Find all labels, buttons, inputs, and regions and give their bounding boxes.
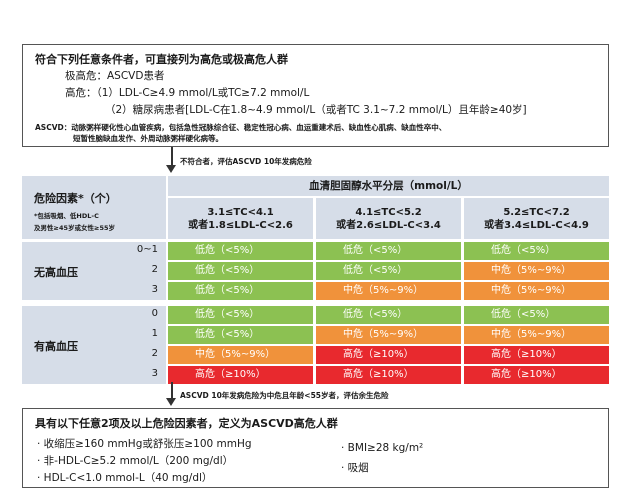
risk-factor-title: 危险因素*（个） xyxy=(34,192,117,205)
ascvd-definition-line-1: ASCVD：动脉粥样硬化性心血管疾病，包括急性冠脉综合征、稳定性冠心病、血运重建… xyxy=(35,123,447,132)
cholesterol-column-header: 4.1≤TC<5.2 或者2.6≤LDL-C<3.4 xyxy=(316,198,461,239)
risk-level-cell: 低危（<5%） xyxy=(464,242,609,260)
risk-factor-item: · HDL-C<1.0 mmol-L（40 mg/dl） xyxy=(37,472,213,484)
risk-factor-item: · 收缩压≥160 mmHg或舒张压≥100 mmHg xyxy=(37,438,252,450)
column-tc-range: 4.1≤TC<5.2 xyxy=(355,207,422,218)
risk-factor-note-2: 及男性≥45岁或女性≥55岁 xyxy=(34,224,115,232)
column-tc-range: 5.2≤TC<7.2 xyxy=(503,207,570,218)
hypertension-group-label: 无高血压 xyxy=(34,266,78,279)
cholesterol-header: 血清胆固醇水平分层（mmol/L） xyxy=(168,176,609,196)
risk-factor-header: 危险因素*（个） *包括吸烟、低HDL-C 及男性≥45岁或女性≥55岁 xyxy=(22,176,166,239)
risk-level-cell: 低危（<5%） xyxy=(316,306,461,324)
risk-stratification-table: 危险因素*（个） *包括吸烟、低HDL-C 及男性≥45岁或女性≥55岁 血清胆… xyxy=(22,176,609,384)
arrow-1-label: 不符合者，评估ASCVD 10年发病危险 xyxy=(180,157,312,166)
risk-level-cell: 高危（≥10%） xyxy=(464,346,609,364)
risk-level-cell: 高危（≥10%） xyxy=(464,366,609,384)
column-ldl-range: 或者1.8≤LDL-C<2.6 xyxy=(188,220,293,231)
risk-level-cell: 中危（5%~9%） xyxy=(168,346,313,364)
arrow-down-icon xyxy=(166,398,176,406)
risk-level-cell: 低危（<5%） xyxy=(168,242,313,260)
column-ldl-range: 或者3.4≤LDL-C<4.9 xyxy=(484,220,589,231)
cholesterol-column-header: 3.1≤TC<4.1 或者1.8≤LDL-C<2.6 xyxy=(168,198,313,239)
risk-factor-item: · 非-HDL-C≥5.2 mmol/L（200 mg/dl） xyxy=(37,455,234,467)
risk-level-cell: 高危（≥10%） xyxy=(168,366,313,384)
arrow-2-label: ASCVD 10年发病危险为中危且年龄<55岁者，评估余生危险 xyxy=(180,391,389,400)
arrow-shaft-2 xyxy=(171,382,173,400)
bottom-title: 具有以下任意2项及以上危险因素者，定义为ASCVD高危人群 xyxy=(35,417,338,430)
risk-factor-count: 3 xyxy=(151,284,158,295)
risk-level-cell: 高危（≥10%） xyxy=(316,366,461,384)
risk-level-cell: 低危（<5%） xyxy=(464,306,609,324)
cholesterol-column-header: 5.2≤TC<7.2 或者3.4≤LDL-C<4.9 xyxy=(464,198,609,239)
risk-level-cell: 低危（<5%） xyxy=(168,282,313,300)
very-high-risk-line: 极高危：ASCVD患者 xyxy=(65,70,165,82)
risk-level-cell: 高危（≥10%） xyxy=(316,346,461,364)
risk-level-cell: 中危（5%~9%） xyxy=(316,326,461,344)
risk-level-cell: 低危（<5%） xyxy=(168,326,313,344)
ascvd-high-risk-box: 具有以下任意2项及以上危险因素者，定义为ASCVD高危人群 · 收缩压≥160 … xyxy=(22,408,609,488)
column-ldl-range: 或者2.6≤LDL-C<3.4 xyxy=(336,220,441,231)
risk-level-cell: 中危（5%~9%） xyxy=(464,326,609,344)
risk-factor-item: · BMI≥28 kg/m² xyxy=(341,442,424,454)
risk-level-cell: 低危（<5%） xyxy=(168,306,313,324)
risk-factor-note-1: *包括吸烟、低HDL-C xyxy=(34,212,99,220)
risk-factor-count: 1 xyxy=(151,328,158,339)
risk-factor-count: 0 xyxy=(151,308,158,319)
hypertension-group: 无高血压 xyxy=(22,242,166,300)
risk-level-cell: 中危（5%~9%） xyxy=(464,262,609,280)
hypertension-group-label: 有高血压 xyxy=(34,340,78,353)
risk-factor-count: 2 xyxy=(151,348,158,359)
high-risk-criteria-box: 符合下列任意条件者，可直接列为高危或极高危人群 极高危：ASCVD患者 高危：（… xyxy=(22,44,609,147)
risk-factor-count: 2 xyxy=(151,264,158,275)
risk-level-cell: 低危（<5%） xyxy=(168,262,313,280)
high-risk-line-1: 高危：（1）LDL-C≥4.9 mmol/L或TC≥7.2 mmol/L xyxy=(65,87,310,99)
arrow-shaft-1 xyxy=(171,147,173,167)
hypertension-group: 有高血压 xyxy=(22,306,166,384)
risk-factor-count: 0~1 xyxy=(136,244,158,255)
risk-factor-count: 3 xyxy=(151,368,158,379)
criteria-title: 符合下列任意条件者，可直接列为高危或极高危人群 xyxy=(35,53,288,66)
risk-level-cell: 中危（5%~9%） xyxy=(316,282,461,300)
high-risk-line-2: （2）糖尿病患者[LDL-C在1.8~4.9 mmol/L（或者TC 3.1~7… xyxy=(105,104,527,116)
risk-level-cell: 低危（<5%） xyxy=(316,262,461,280)
risk-factor-item: · 吸烟 xyxy=(341,462,369,474)
column-tc-range: 3.1≤TC<4.1 xyxy=(207,207,274,218)
risk-level-cell: 低危（<5%） xyxy=(316,242,461,260)
risk-level-cell: 中危（5%~9%） xyxy=(464,282,609,300)
arrow-down-icon xyxy=(166,165,176,173)
ascvd-definition-line-2: 短暂性脑缺血发作、外周动脉粥样硬化病等。 xyxy=(73,134,223,143)
